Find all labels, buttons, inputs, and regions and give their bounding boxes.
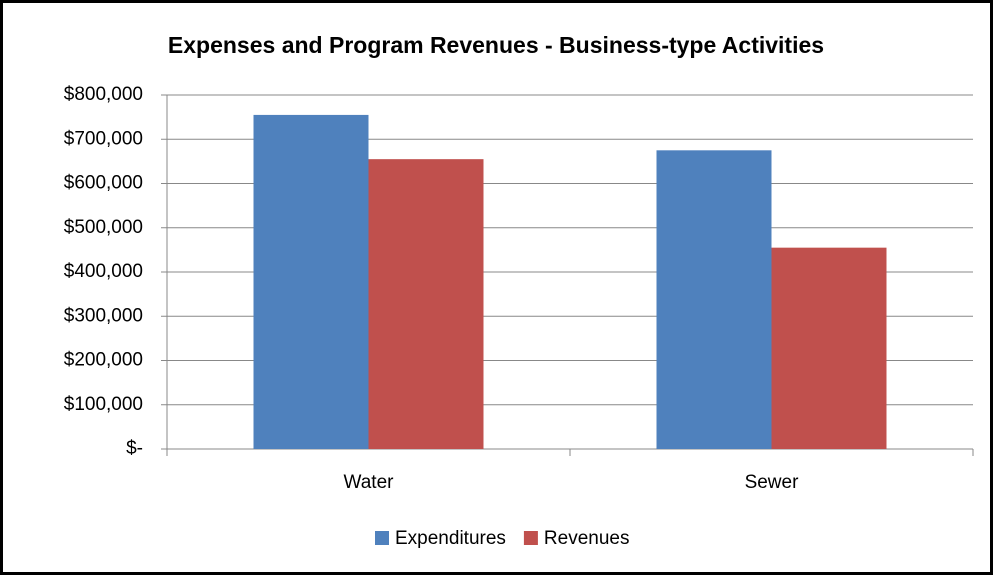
y-tick-label: $400,000 [64, 261, 143, 282]
y-tick-label: $600,000 [64, 173, 143, 194]
y-tick-label: $700,000 [64, 128, 143, 149]
legend-swatch [375, 531, 389, 545]
legend-label: Expenditures [395, 528, 506, 549]
y-tick-label: $100,000 [64, 394, 143, 415]
bar [253, 114, 369, 449]
chart-title: Expenses and Program Revenues - Business… [168, 32, 824, 58]
x-tick-label: Water [344, 472, 395, 493]
legend-label: Revenues [544, 528, 630, 549]
y-tick-label: $300,000 [64, 305, 143, 326]
legend-swatch [523, 531, 538, 545]
bar [656, 150, 772, 449]
bar [368, 159, 484, 449]
y-tick-label: $- [126, 438, 143, 459]
x-tick-label: Sewer [745, 472, 800, 493]
y-tick-label: $200,000 [64, 350, 143, 371]
y-tick-label: $800,000 [64, 84, 143, 105]
y-tick-label: $500,000 [64, 217, 143, 238]
bar [771, 247, 887, 449]
